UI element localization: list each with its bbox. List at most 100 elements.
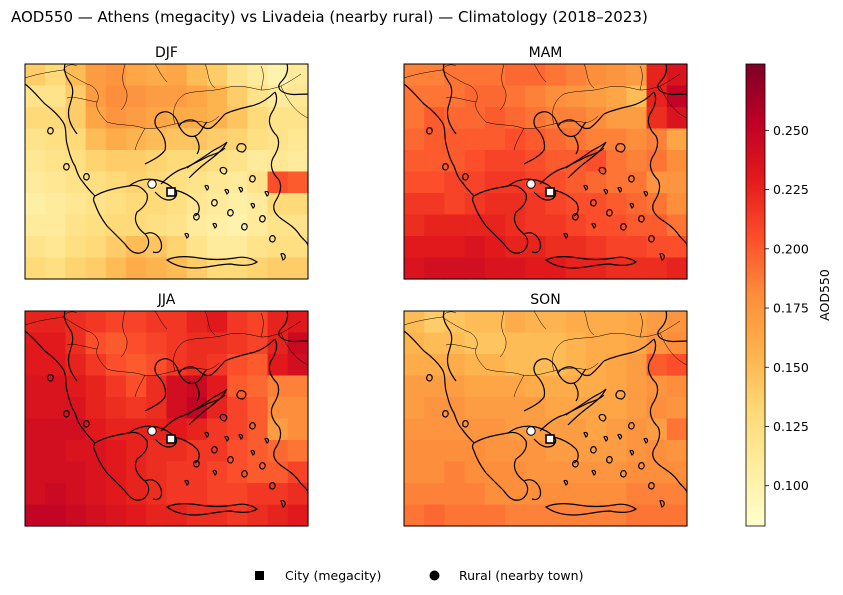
aod-cell-djf bbox=[105, 85, 127, 108]
aod-cell-djf bbox=[126, 150, 147, 173]
aod-cell-mam bbox=[424, 257, 446, 280]
aod-cell-mam bbox=[525, 150, 547, 173]
aod-cell-djf bbox=[105, 128, 127, 151]
aod-cell-jja bbox=[247, 397, 269, 420]
aod-cell-son bbox=[444, 461, 466, 484]
aod-cell-jja bbox=[45, 354, 67, 377]
aod-cell-jja bbox=[186, 311, 208, 334]
aod-cell-djf bbox=[65, 128, 87, 151]
aod-cell-mam bbox=[444, 128, 466, 151]
aod-cell-jja bbox=[146, 504, 168, 527]
aod-cell-jja bbox=[146, 461, 168, 484]
aod-cell-jja bbox=[287, 397, 309, 420]
aod-cell-mam bbox=[666, 214, 688, 237]
aod-cell-mam bbox=[585, 128, 607, 151]
aod-cell-mam bbox=[525, 257, 547, 280]
aod-cell-djf bbox=[287, 193, 309, 216]
aod-cell-djf bbox=[166, 236, 188, 259]
aod-cell-jja bbox=[25, 504, 46, 527]
aod-cell-jja bbox=[206, 504, 228, 527]
aod-cell-mam bbox=[606, 107, 627, 130]
map-frame-son bbox=[403, 310, 688, 527]
aod-cell-son bbox=[565, 461, 587, 484]
colorbar-tick-label: 0.175 bbox=[773, 301, 809, 316]
colorbar-tick-label: 0.225 bbox=[773, 182, 809, 197]
aod-cell-mam bbox=[484, 171, 506, 194]
aod-cell-mam bbox=[626, 214, 648, 237]
aod-cell-djf bbox=[206, 214, 228, 237]
map-frame-jja bbox=[24, 310, 309, 527]
aod-cell-son bbox=[666, 332, 688, 355]
aod-cell-djf bbox=[85, 257, 107, 280]
aod-cell-djf bbox=[126, 236, 147, 259]
aod-cell-son bbox=[585, 375, 607, 398]
aod-cell-son bbox=[606, 311, 627, 334]
aod-cell-son bbox=[626, 440, 648, 463]
aod-cell-djf bbox=[126, 107, 147, 130]
aod-cell-son bbox=[646, 354, 668, 377]
aod-cell-son bbox=[484, 418, 506, 441]
aod-cell-jja bbox=[227, 375, 248, 398]
aod-cell-djf bbox=[166, 85, 188, 108]
aod-cell-jja bbox=[146, 354, 168, 377]
map-title-mam: MAM bbox=[529, 45, 563, 61]
aod-cell-jja bbox=[287, 418, 309, 441]
aod-cell-son bbox=[626, 354, 648, 377]
aod-cell-djf bbox=[45, 193, 67, 216]
aod-cell-mam bbox=[404, 193, 425, 216]
aod-cell-djf bbox=[146, 214, 168, 237]
aod-cell-son bbox=[424, 397, 446, 420]
aod-cell-djf bbox=[105, 257, 127, 280]
aod-grid-djf bbox=[25, 64, 309, 280]
aod-cell-djf bbox=[186, 257, 208, 280]
aod-cell-mam bbox=[484, 64, 506, 87]
aod-cell-djf bbox=[65, 193, 87, 216]
aod-cell-mam bbox=[444, 171, 466, 194]
map-panel-mam: MAM bbox=[403, 45, 688, 280]
aod-cell-jja bbox=[105, 440, 127, 463]
aod-cell-mam bbox=[444, 64, 466, 87]
aod-cell-mam bbox=[666, 171, 688, 194]
map-frame-mam bbox=[403, 63, 688, 280]
aod-cell-jja bbox=[227, 311, 248, 334]
aod-cell-djf bbox=[287, 214, 309, 237]
aod-cell-djf bbox=[287, 85, 309, 108]
aod-cell-mam bbox=[626, 257, 648, 280]
aod-cell-mam bbox=[484, 236, 506, 259]
aod-cell-son bbox=[444, 311, 466, 334]
aod-cell-mam bbox=[424, 64, 446, 87]
aod-cell-jja bbox=[166, 311, 188, 334]
aod-cell-son bbox=[464, 397, 486, 420]
aod-cell-djf bbox=[206, 107, 228, 130]
aod-cell-jja bbox=[267, 397, 289, 420]
aod-cell-djf bbox=[146, 64, 168, 87]
aod-cell-son bbox=[484, 311, 506, 334]
aod-cell-djf bbox=[227, 214, 248, 237]
aod-cell-djf bbox=[45, 171, 67, 194]
aod-cell-jja bbox=[45, 504, 67, 527]
aod-cell-djf bbox=[105, 236, 127, 259]
aod-cell-jja bbox=[166, 504, 188, 527]
aod-cell-jja bbox=[85, 311, 107, 334]
aod-cell-mam bbox=[444, 257, 466, 280]
aod-cell-son bbox=[585, 483, 607, 506]
aod-cell-son bbox=[565, 418, 587, 441]
aod-cell-mam bbox=[444, 236, 466, 259]
aod-cell-son bbox=[404, 354, 425, 377]
aod-cell-jja bbox=[186, 354, 208, 377]
aod-cell-djf bbox=[65, 236, 87, 259]
aod-cell-mam bbox=[404, 107, 425, 130]
aod-cell-djf bbox=[45, 214, 67, 237]
aod-cell-son bbox=[444, 483, 466, 506]
colorbar-ticks: 0.100 0.125 0.150 0.175 0.200 0.225 0.250 bbox=[765, 123, 809, 493]
aod-cell-son bbox=[404, 332, 425, 355]
aod-cell-jja bbox=[227, 418, 248, 441]
aod-cell-son bbox=[585, 461, 607, 484]
colorbar-tick-label: 0.125 bbox=[773, 419, 809, 434]
aod-cell-mam bbox=[666, 64, 688, 87]
aod-cell-jja bbox=[166, 440, 188, 463]
aod-cell-djf bbox=[105, 150, 127, 173]
aod-cell-mam bbox=[484, 214, 506, 237]
aod-cell-mam bbox=[424, 171, 446, 194]
